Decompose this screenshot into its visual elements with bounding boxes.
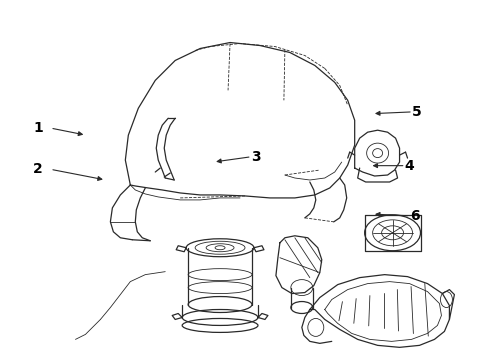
Text: 3: 3 [251, 150, 261, 164]
Text: 2: 2 [33, 162, 43, 176]
Text: 6: 6 [410, 209, 419, 223]
Text: 5: 5 [412, 105, 422, 119]
Text: 4: 4 [405, 159, 415, 173]
Text: 1: 1 [33, 121, 43, 135]
